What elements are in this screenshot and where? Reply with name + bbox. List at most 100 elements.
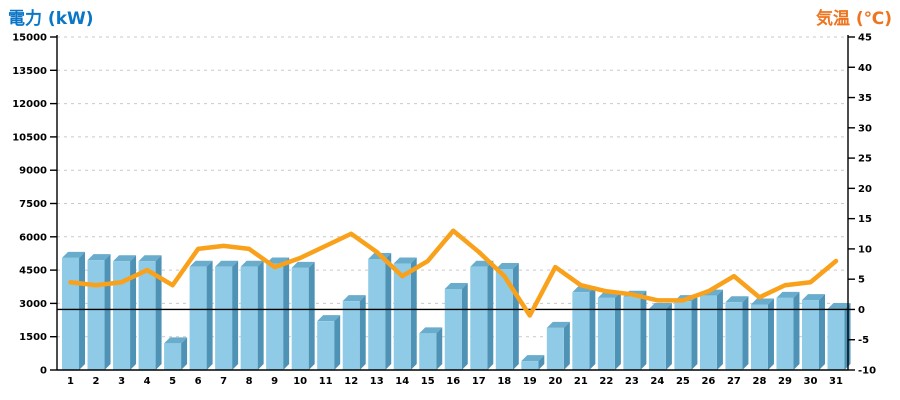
bar-front-face [674,301,692,370]
bar-front-face [597,297,615,370]
day-label: 27 [727,376,741,387]
day-label: 2 [93,376,100,387]
power-bar-day-15 [419,327,443,370]
power-bar-day-6 [189,260,213,370]
right-axis-label: -5 [858,335,869,346]
bar-front-face [113,261,131,370]
bar-top-face [291,261,315,268]
left-axis-label: 15000 [12,33,47,44]
bar-front-face [419,333,437,370]
bar-side-face [283,257,290,370]
bar-top-face [521,355,545,362]
bar-front-face [470,266,488,370]
bar-side-face [79,251,86,370]
day-label: 25 [676,376,690,387]
left-axis-label: 9000 [19,166,47,177]
bar-top-face [189,260,213,267]
day-label: 28 [752,376,766,387]
bar-front-face [521,361,539,370]
right-axis-label: 10 [858,244,872,255]
bar-front-face [342,301,360,370]
day-label: 22 [599,376,613,387]
bar-front-face [444,288,462,370]
left-axis-label: 1500 [19,332,47,343]
bar-side-face [181,337,188,370]
bar-top-face [750,298,774,305]
left-axis-label: 3000 [19,299,47,310]
bar-top-face [164,337,188,344]
bar-side-face [206,260,213,370]
left-axis-title: 電力 (kW) [8,9,94,29]
bar-top-face [776,291,800,298]
power-bar-day-1 [62,251,86,370]
power-bar-day-30 [801,294,825,370]
power-bar-day-27 [725,296,749,370]
bar-front-face [750,304,768,370]
power-bar-day-9 [266,257,290,370]
right-axis-label: 40 [858,63,872,74]
day-label: 11 [319,376,333,387]
bar-top-face [138,255,162,262]
day-label: 26 [701,376,715,387]
power-bar-day-28 [750,298,774,370]
right-axis-label: 25 [858,154,872,165]
bar-front-face [572,292,590,370]
right-axis-label: 30 [858,123,872,134]
power-bar-day-4 [138,255,162,370]
bar-front-face [776,297,794,370]
bar-front-face [699,295,717,370]
bar-top-face [827,302,851,309]
power-bar-day-25 [674,295,698,370]
bar-front-face [546,327,564,370]
bar-side-face [308,261,315,370]
bar-front-face [827,308,845,370]
right-axis-title: 気温 (℃) [815,9,892,29]
power-bar-day-12 [342,295,366,370]
right-axis-label: 0 [858,305,865,316]
bar-top-face [546,321,570,328]
power-bar-day-10 [291,261,315,370]
left-axis-label: 4500 [19,266,47,277]
bar-front-face [215,266,233,370]
bar-front-face [623,296,641,370]
bar-side-face [436,327,443,370]
bar-front-face [368,259,386,370]
day-label: 17 [472,376,486,387]
bar-side-face [614,291,621,370]
power-bar-day-14 [393,257,417,370]
bar-side-face [410,257,417,370]
bar-side-face [563,321,570,370]
bar-top-face [113,255,137,262]
bar-side-face [640,290,647,370]
bar-front-face [164,343,182,370]
right-axis-label: 5 [858,275,865,286]
right-axis-label: 20 [858,184,872,195]
bar-top-face [62,251,86,258]
day-label: 3 [118,376,125,387]
right-axis-label: 15 [858,214,872,225]
power-bar-day-17 [470,260,494,370]
power-bar-day-7 [215,260,239,370]
day-label: 19 [523,376,537,387]
power-bar-day-29 [776,291,800,370]
day-label: 31 [829,376,843,387]
bar-front-face [648,308,666,370]
bar-side-face [257,260,264,370]
bar-side-face [461,282,468,370]
power-bar-day-5 [164,337,188,370]
power-bar-day-2 [87,254,111,370]
bar-front-face [266,263,284,370]
bar-side-face [155,255,162,370]
bar-top-face [215,260,239,267]
right-axis-label: 35 [858,93,872,104]
bar-front-face [725,302,743,370]
day-label: 15 [421,376,435,387]
bar-top-face [87,254,111,261]
bar-side-face [767,298,774,370]
bar-front-face [393,263,411,370]
day-label: 24 [650,376,664,387]
bar-side-face [385,253,392,370]
power-bar-day-11 [317,315,341,370]
power-bar-day-20 [546,321,570,370]
